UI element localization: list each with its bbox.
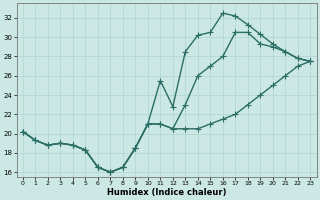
X-axis label: Humidex (Indice chaleur): Humidex (Indice chaleur) <box>107 188 226 197</box>
